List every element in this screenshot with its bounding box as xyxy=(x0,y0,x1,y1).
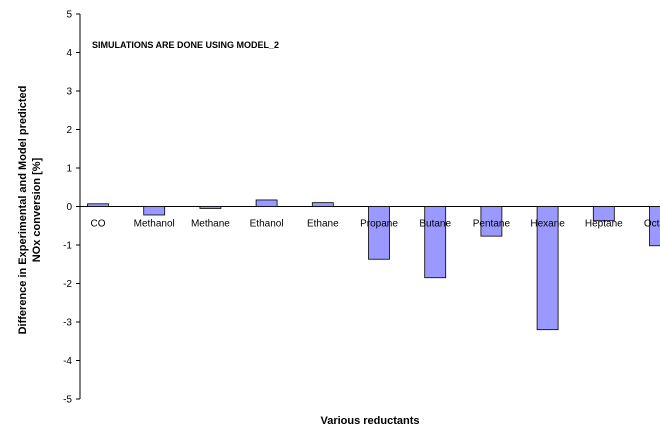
y-tick-label: 2 xyxy=(66,125,72,136)
y-tick-label: -4 xyxy=(63,356,72,367)
category-label-co: CO xyxy=(91,219,106,230)
bar-ethane xyxy=(311,202,334,207)
category-label-ethane: Ethane xyxy=(307,219,339,230)
bar-pentane xyxy=(480,206,503,237)
category-label-propane: Propane xyxy=(360,219,398,230)
category-label-methanol: Methanol xyxy=(134,219,175,230)
bar-methane xyxy=(199,206,222,209)
y-tick-label: 3 xyxy=(66,87,72,98)
category-label-methane: Methane xyxy=(191,219,230,230)
y-tick-label: -2 xyxy=(63,279,72,290)
bar-propane xyxy=(368,206,390,260)
chart-annotation: SIMULATIONS ARE DONE USING MODEL_2 xyxy=(92,40,279,50)
y-tick-label: -3 xyxy=(63,318,72,329)
category-label-octane: Octane xyxy=(644,219,660,230)
y-tick-label: -5 xyxy=(63,395,72,406)
bar-octane xyxy=(649,206,660,247)
y-tick-label: 1 xyxy=(66,164,72,175)
category-label-heptane: Heptane xyxy=(585,219,623,230)
x-axis-label: Various reductants xyxy=(320,415,419,427)
bar-hexane xyxy=(536,206,559,331)
bar-co xyxy=(87,203,109,207)
y-axis-ticks: 5 4 3 2 1 0 -1 -2 -3 -4 -5 xyxy=(63,10,80,406)
bar-ethanol xyxy=(255,199,278,207)
category-label-butane: Butane xyxy=(419,219,451,230)
y-tick-label: 4 xyxy=(66,48,72,59)
y-axis-label-line-2: NOx conversion [%] xyxy=(31,157,43,262)
category-label-pentane: Pentane xyxy=(473,219,511,230)
bar-butane xyxy=(424,206,447,279)
bar-methanol xyxy=(143,206,166,216)
category-label-hexane: Hexane xyxy=(530,219,565,230)
bar-heptane xyxy=(592,206,615,222)
category-labels: CO Methanol Methane Ethanol Ethane Propane But… xyxy=(91,219,660,230)
bar-series xyxy=(87,199,660,331)
y-tick-label: -1 xyxy=(63,241,72,252)
y-tick-label: 0 xyxy=(66,202,72,213)
y-axis-label-line-1: Difference in Experimental and Model pre… xyxy=(17,86,29,335)
category-label-ethanol: Ethanol xyxy=(250,219,284,230)
y-tick-label: 5 xyxy=(66,10,72,21)
